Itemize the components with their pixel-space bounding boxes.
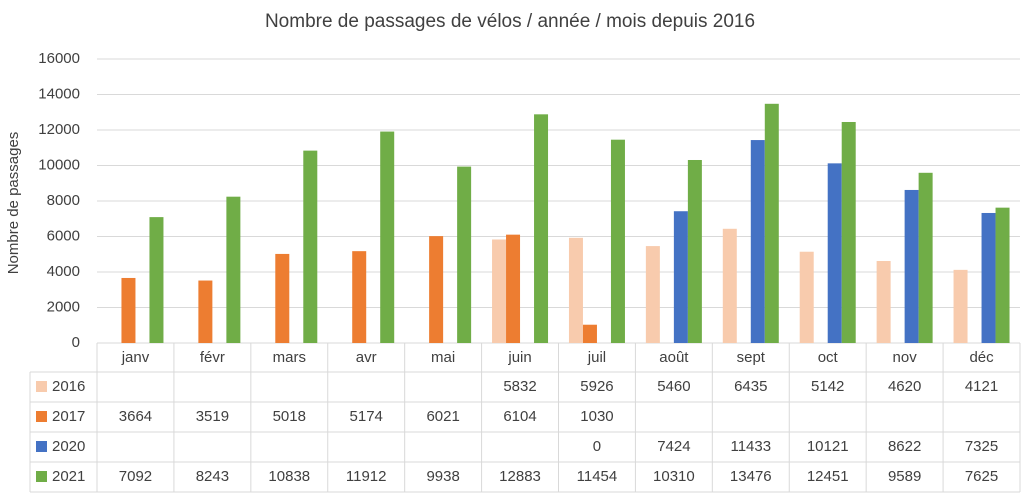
table-value: 13476 [730, 468, 772, 485]
x-tick-label: août [659, 349, 689, 366]
chart-title: Nombre de passages de vélos / année / mo… [265, 11, 755, 32]
table-value: 10838 [268, 468, 310, 485]
y-tick-label: 2000 [47, 298, 80, 315]
y-tick-label: 12000 [38, 121, 80, 138]
bar [827, 163, 842, 343]
table-value: 8243 [196, 468, 229, 485]
bar [918, 172, 933, 343]
y-tick-label: 4000 [47, 263, 80, 280]
bar [645, 246, 660, 343]
y-tick-label: 16000 [38, 50, 80, 67]
table-value: 6435 [734, 378, 767, 395]
bar [673, 211, 688, 343]
x-tick-label: juin [507, 349, 531, 366]
table-value: 3519 [196, 408, 229, 425]
bar [506, 234, 521, 343]
table-value: 7325 [965, 438, 998, 455]
bar [876, 260, 891, 343]
table-value: 1030 [580, 408, 613, 425]
bar [722, 228, 737, 343]
bar [841, 121, 856, 343]
x-tick-label: mai [431, 349, 455, 366]
x-tick-label: oct [818, 349, 839, 366]
bar [995, 207, 1010, 343]
table-value: 11912 [346, 468, 387, 485]
legend-key [36, 471, 47, 482]
table-value: 9938 [426, 468, 459, 485]
table-value: 11454 [577, 468, 618, 485]
table-value: 5832 [503, 378, 536, 395]
table-value: 8622 [888, 438, 921, 455]
legend-key [36, 381, 47, 392]
legend-label: 2017 [52, 408, 85, 425]
table-value: 4620 [888, 378, 921, 395]
x-tick-label: sept [737, 349, 766, 366]
bar [226, 196, 241, 343]
y-tick-label: 8000 [47, 192, 80, 209]
bar [121, 277, 136, 343]
bar [457, 166, 472, 343]
table-value: 0 [593, 438, 601, 455]
legend-label: 2020 [52, 438, 85, 455]
bar [492, 239, 507, 343]
table-value: 9589 [888, 468, 921, 485]
table-value: 4121 [965, 378, 998, 395]
bar [764, 103, 779, 344]
x-tick-label: avr [356, 349, 377, 366]
x-tick-label: févr [200, 349, 225, 366]
table-value: 5460 [657, 378, 690, 395]
bar [610, 139, 625, 343]
x-tick-label: mars [273, 349, 306, 366]
legend-key [36, 441, 47, 452]
table-value: 5926 [580, 378, 613, 395]
table-value: 5018 [273, 408, 306, 425]
bar [568, 237, 583, 343]
bar [275, 253, 290, 343]
table-value: 10121 [807, 438, 849, 455]
bar [904, 189, 919, 343]
table-value: 6021 [426, 408, 459, 425]
x-tick-label: janv [121, 349, 150, 366]
y-tick-label: 6000 [47, 227, 80, 244]
bar [149, 217, 164, 343]
table-value: 11433 [730, 438, 771, 455]
table-value: 5142 [811, 378, 844, 395]
table-value: 10310 [653, 468, 695, 485]
legend-label: 2021 [52, 468, 85, 485]
table-value: 12451 [807, 468, 849, 485]
y-tick-label: 0 [72, 334, 80, 351]
legend-key [36, 411, 47, 422]
bar [352, 251, 367, 343]
table-value: 12883 [499, 468, 541, 485]
table-value: 3664 [119, 408, 152, 425]
bar [198, 280, 213, 343]
x-tick-label: juil [587, 349, 606, 366]
y-tick-label: 14000 [38, 85, 80, 102]
bar [429, 236, 444, 343]
bar [303, 150, 318, 343]
bar [799, 251, 814, 343]
bar [687, 159, 702, 343]
table-value: 6104 [503, 408, 536, 425]
legend-label: 2016 [52, 378, 85, 395]
x-tick-label: nov [893, 349, 918, 366]
bar [953, 269, 968, 343]
bar [534, 114, 549, 343]
bar [582, 324, 597, 343]
y-tick-label: 10000 [38, 156, 80, 173]
bar [380, 131, 395, 343]
x-tick-label: déc [969, 349, 994, 366]
y-axis-label: Nombre de passages [5, 132, 22, 275]
bar [981, 212, 996, 343]
table-value: 7092 [119, 468, 152, 485]
table-value: 5174 [350, 408, 383, 425]
table-value: 7625 [965, 468, 998, 485]
bar [750, 140, 765, 343]
table-value: 7424 [657, 438, 690, 455]
